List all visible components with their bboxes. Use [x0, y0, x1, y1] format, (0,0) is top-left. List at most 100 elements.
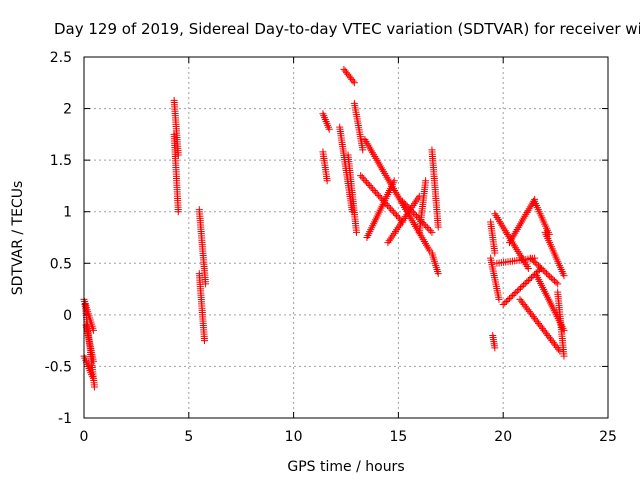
data-point [524, 264, 532, 272]
data-point [408, 207, 416, 215]
data-point [400, 199, 408, 207]
data-point [491, 249, 499, 257]
data-point [504, 296, 512, 304]
data-point [350, 79, 358, 87]
data-point [366, 182, 374, 190]
data-point [174, 208, 182, 216]
data-point [376, 193, 384, 201]
data-point [516, 284, 524, 292]
data-point [528, 256, 536, 264]
data-point [530, 257, 538, 265]
data-point [515, 286, 523, 294]
data-point [372, 188, 380, 196]
data-point [544, 271, 552, 279]
data-point [393, 211, 401, 219]
data-point [505, 295, 513, 303]
data-point [406, 206, 414, 214]
data-point [394, 213, 402, 221]
data-point [556, 347, 564, 355]
x-axis-label: GPS time / hours [287, 459, 404, 475]
data-point [352, 228, 360, 236]
data-point [325, 125, 333, 133]
data-point [323, 177, 331, 185]
data-point [491, 344, 499, 352]
data-point [536, 263, 544, 271]
data-point [507, 293, 515, 301]
data-point [423, 223, 431, 231]
data-point [409, 209, 417, 217]
tick-labels: 0 5 10 15 20 25 -1 -0.5 0 0.5 1 1.5 2 2.5 [45, 50, 617, 445]
data-point [518, 282, 526, 290]
data-point [385, 203, 393, 211]
data-point [369, 185, 377, 193]
data-point [526, 275, 534, 283]
data-point [349, 77, 357, 85]
data-point [361, 177, 369, 185]
data-point [363, 178, 371, 186]
data-point [360, 175, 368, 183]
data-point [390, 208, 398, 216]
y-tick-label: -0.5 [45, 359, 72, 375]
data-point [201, 337, 209, 345]
chart-title: Day 129 of 2019, Sidereal Day-to-day VTE… [54, 20, 640, 38]
data-point [549, 275, 557, 283]
data-point [520, 281, 528, 289]
y-tick-label: 2 [63, 102, 72, 118]
data-point [502, 298, 510, 306]
data-point [388, 206, 396, 214]
data-point [358, 173, 366, 181]
data-point [524, 276, 532, 284]
data-point [499, 301, 507, 309]
data-point [509, 292, 517, 300]
data-point [521, 279, 529, 287]
data-point [560, 352, 568, 360]
data-point [554, 280, 562, 288]
data-point [531, 259, 539, 267]
y-tick-label: 2.5 [50, 50, 72, 66]
data-point [425, 225, 433, 233]
data-point [402, 201, 410, 209]
data-point [367, 183, 375, 191]
data-point [384, 201, 392, 209]
grid-lines [84, 57, 608, 418]
data-point [533, 260, 541, 268]
data-point [560, 272, 568, 280]
data-point [373, 190, 381, 198]
data-point [399, 197, 407, 205]
data-point [546, 272, 554, 280]
x-tick-label: 10 [285, 429, 303, 445]
x-tick-label: 15 [389, 429, 407, 445]
data-point [375, 192, 383, 200]
data-point [538, 265, 546, 273]
data-point [364, 180, 372, 188]
data-point [390, 177, 398, 185]
data-point [534, 267, 542, 275]
data-point [547, 274, 555, 282]
data-point [370, 187, 378, 195]
data-point [426, 227, 434, 235]
plot-frame [83, 56, 609, 419]
data-point [428, 228, 436, 236]
data-point [422, 177, 430, 185]
data-point [391, 210, 399, 218]
y-tick-label: 1.5 [50, 153, 72, 169]
data-points [80, 65, 568, 391]
data-point [90, 383, 98, 391]
data-point [495, 295, 503, 303]
data-point [89, 357, 97, 365]
data-point [526, 254, 534, 262]
data-point [501, 299, 509, 307]
data-point [552, 278, 560, 286]
y-tick-label: 1 [63, 205, 72, 221]
y-tick-label: 0 [63, 308, 72, 324]
data-point [550, 277, 558, 285]
data-point [387, 205, 395, 213]
data-point [412, 212, 420, 220]
x-tick-label: 20 [494, 429, 512, 445]
data-point [359, 146, 367, 154]
data-point [403, 202, 411, 210]
x-tick-label: 25 [599, 429, 617, 445]
x-tick-label: 5 [184, 429, 193, 445]
